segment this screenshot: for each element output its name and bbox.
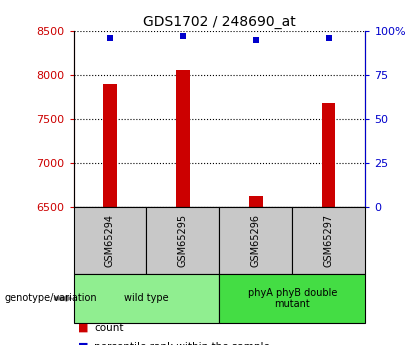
Bar — [220, 207, 292, 274]
Bar — [249, 196, 262, 207]
Text: phyA phyB double
mutant: phyA phyB double mutant — [248, 288, 337, 309]
Text: wild type: wild type — [124, 294, 169, 303]
Text: GSM65294: GSM65294 — [105, 214, 115, 267]
Text: GSM65295: GSM65295 — [178, 214, 188, 267]
Bar — [74, 207, 147, 274]
Bar — [322, 103, 336, 207]
Text: genotype/variation: genotype/variation — [4, 294, 97, 303]
FancyArrow shape — [55, 296, 71, 301]
Bar — [147, 207, 220, 274]
Text: percentile rank within the sample: percentile rank within the sample — [94, 342, 270, 345]
Bar — [103, 84, 117, 207]
Text: count: count — [94, 323, 124, 333]
Bar — [74, 274, 220, 323]
Text: GSM65297: GSM65297 — [324, 214, 334, 267]
Bar — [292, 207, 365, 274]
Text: GSM65296: GSM65296 — [251, 214, 261, 267]
Bar — [220, 274, 365, 323]
Text: ■: ■ — [78, 342, 88, 345]
Title: GDS1702 / 248690_at: GDS1702 / 248690_at — [143, 14, 296, 29]
Text: ■: ■ — [78, 323, 88, 333]
Bar — [176, 70, 189, 207]
